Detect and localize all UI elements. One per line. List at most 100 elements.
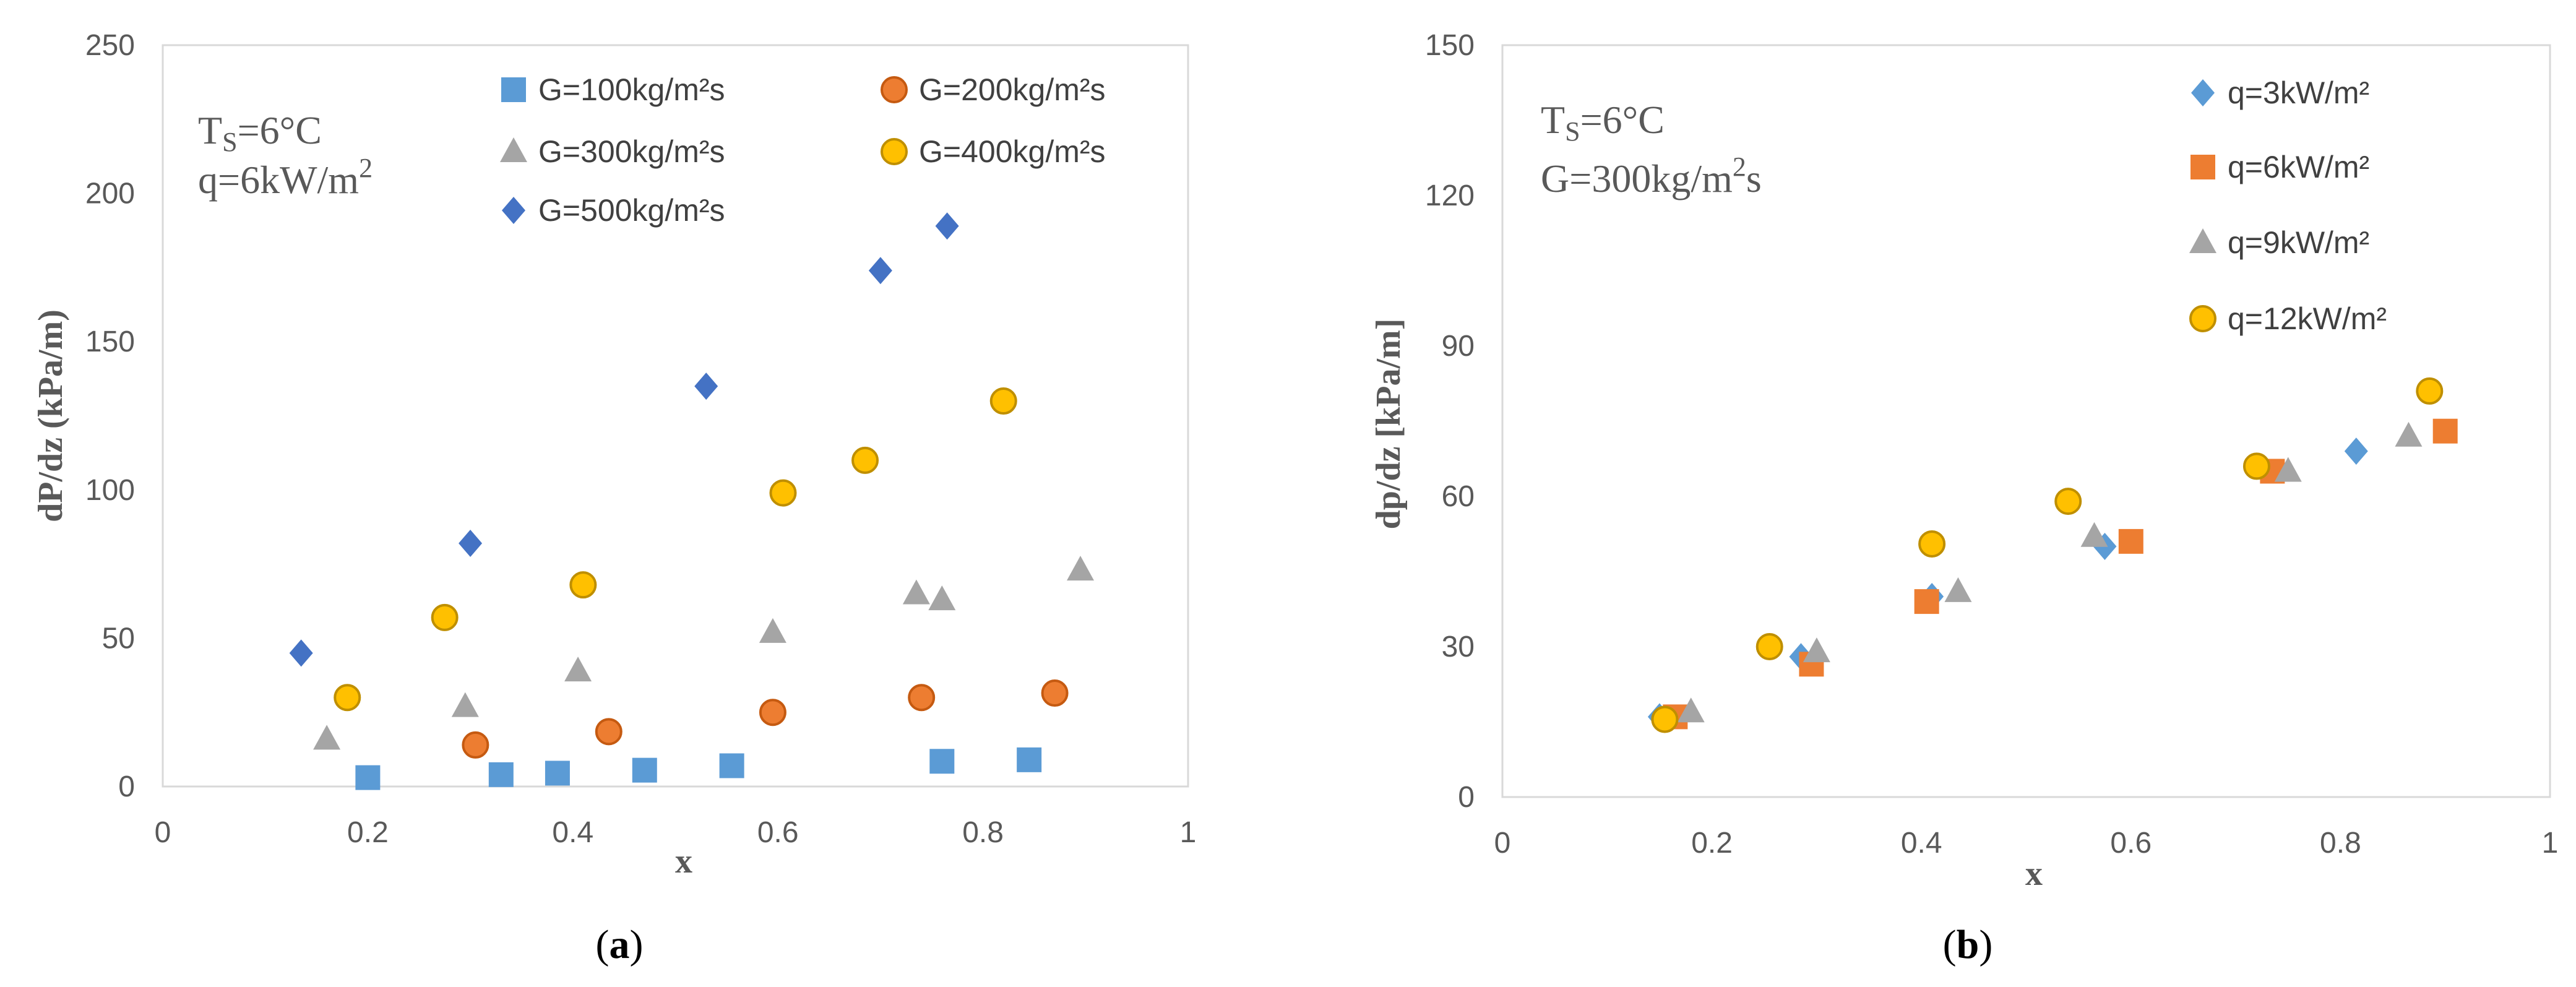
chart-a-legend-label: G=300kg/m²s [538, 134, 725, 169]
chart-b-point-s2 [1803, 637, 1830, 663]
chart-a-annot-line2-sup: 2 [359, 153, 373, 183]
chart-b-legend-label: q=9kW/m² [2228, 225, 2369, 260]
chart-b-point-s3 [1918, 530, 1946, 558]
chart-a-point-s1 [462, 731, 489, 759]
chart-b-marks [1647, 377, 2458, 733]
chart-b-annot-line2: G=300kg/m [1541, 157, 1733, 200]
chart-a-xtick-label: 1 [1180, 816, 1197, 849]
chart-b-point-s3 [1755, 633, 1783, 660]
chart-a-point-s2 [564, 657, 592, 682]
chart-a-point-s4 [868, 257, 892, 285]
chart-b-point-s2 [2080, 522, 2108, 547]
chart-b-point-s2 [2274, 457, 2302, 482]
chart-a-point-s0 [719, 753, 744, 778]
chart-b-point-s1 [1914, 589, 1939, 614]
chart-a-point-s0 [632, 757, 657, 783]
chart-a-point-s0 [545, 761, 570, 786]
chart-a-point-s2 [313, 725, 341, 750]
chart-b-annot-ts-sub: S [1565, 116, 1580, 147]
chart-a-point-s1 [595, 718, 622, 746]
chart-b-point-s3 [2054, 488, 2082, 515]
chart-a-y-ticks: 0 50 100 150 200 250 [85, 29, 135, 803]
chart-a-ytick-label: 200 [85, 178, 135, 210]
chart-a-point-s3 [851, 446, 879, 474]
chart-b-point-s1 [2118, 528, 2143, 554]
chart-a-legend-label: G=100kg/m²s [538, 72, 725, 107]
chart-b-point-s0 [2344, 437, 2368, 465]
chart-a-point-s4 [459, 530, 483, 558]
chart-a-legend-label: G=500kg/m²s [538, 193, 725, 228]
chart-a-point-s2 [902, 579, 930, 605]
chart-a-point-s4 [694, 373, 718, 400]
chart-b-annot-line2-sup: 2 [1733, 152, 1746, 182]
chart-b-ytick-label: 60 [1442, 480, 1475, 513]
chart-b-plot-area [1501, 44, 2551, 798]
chart-a-point-s2 [928, 585, 956, 611]
chart-a-point-s1 [1041, 679, 1069, 707]
chart-b-ytick-label: 150 [1425, 29, 1475, 62]
chart-b-legend-marker [2189, 305, 2216, 332]
svg-text:TS=6°C: TS=6°C [198, 108, 322, 157]
chart-a-ytick-label: 0 [118, 770, 135, 803]
svg-text:(b): (b) [1943, 922, 1993, 967]
chart-a-ytick-label: 250 [85, 29, 135, 62]
chart-a-x-ticks: 0 0.2 0.4 0.6 0.8 1 [155, 816, 1197, 849]
chart-a-ytick-label: 100 [85, 474, 135, 507]
chart-a-legend-marker [500, 137, 527, 162]
chart-a-point-s0 [929, 749, 955, 774]
chart-a-marks [289, 212, 1095, 790]
chart-b-xlabel: x [2025, 855, 2043, 893]
chart-a-ylabel: dP/dz (kPa/m) [32, 309, 70, 522]
chart-a-annot-ts: T [198, 108, 222, 152]
chart-a-xtick-label: 0 [155, 816, 171, 849]
chart-a-point-s2 [759, 618, 786, 643]
chart-b-point-s2 [1677, 697, 1705, 723]
chart-b-xtick-label: 0.8 [2320, 827, 2361, 860]
chart-b-caption: b [1957, 922, 1979, 967]
chart-a-legend-marker [881, 76, 908, 103]
chart-b-legend-label: q=12kW/m² [2228, 301, 2387, 336]
chart-a-point-s3 [431, 603, 459, 631]
chart-b-annot-ts: T [1541, 98, 1565, 142]
chart-b: 0 30 60 90 120 150 0 0.2 0.4 0.6 0.8 1 x dp/dz [kP… [1369, 29, 2558, 967]
chart-a-point-s1 [908, 684, 936, 712]
chart-a-plot-area [162, 44, 1189, 788]
chart-b-point-s3 [1651, 705, 1679, 733]
chart-b-annotation: TS=6°C G=300kg/m2s [1541, 98, 1762, 200]
chart-b-point-s2 [2395, 421, 2423, 447]
svg-text:G=300kg/m2s: G=300kg/m2s [1541, 152, 1762, 200]
chart-a-point-s3 [569, 571, 597, 599]
chart-b-legend-label: q=6kW/m² [2228, 150, 2369, 184]
chart-b-legend-label: q=3kW/m² [2228, 75, 2369, 110]
chart-b-ytick-label: 30 [1442, 631, 1475, 663]
chart-a-annotation: TS=6°C q=6kW/m2 [198, 108, 373, 202]
chart-a-legend-label: G=400kg/m²s [919, 134, 1106, 169]
chart-a-point-s0 [355, 765, 381, 790]
chart-a-caption: a [610, 922, 630, 967]
chart-a-xtick-label: 0.4 [552, 816, 593, 849]
chart-b-xtick-label: 0.4 [1901, 827, 1942, 860]
chart-a-point-s3 [769, 479, 797, 507]
chart-b-point-s2 [1944, 577, 1972, 602]
chart-b-ytick-label: 120 [1425, 179, 1475, 212]
chart-a-point-s2 [1067, 556, 1095, 581]
chart-a-point-s4 [289, 639, 313, 667]
chart-b-legend-marker [2191, 79, 2215, 106]
chart-a-point-s3 [989, 387, 1017, 415]
chart-b-y-ticks: 0 30 60 90 120 150 [1425, 29, 1475, 814]
chart-b-xtick-label: 0 [1494, 827, 1511, 860]
chart-b-legend: q=3kW/m² q=6kW/m² q=9kW/m² q=12kW/m² [2189, 75, 2387, 336]
chart-a-annot-line2: q=6kW/m [198, 158, 359, 202]
chart-b-xtick-label: 0.6 [2110, 827, 2152, 860]
chart-b-xtick-label: 0.2 [1691, 827, 1733, 860]
chart-a-legend: G=100kg/m²s G=200kg/m²s G=300kg/m²s G=400kg… [500, 72, 1106, 228]
chart-a-annot-ts-sub: S [222, 127, 237, 157]
chart-a-legend-marker [501, 77, 526, 102]
chart-b-annot-line2-tail: s [1746, 157, 1762, 200]
chart-a-legend-label: G=200kg/m²s [919, 72, 1106, 107]
chart-a-xtick-label: 0.2 [347, 816, 389, 849]
chart-b-point-s3 [2416, 377, 2444, 405]
chart-b-ylabel: dp/dz [kPa/m] [1369, 319, 1408, 530]
chart-a-point-s0 [1017, 747, 1042, 772]
